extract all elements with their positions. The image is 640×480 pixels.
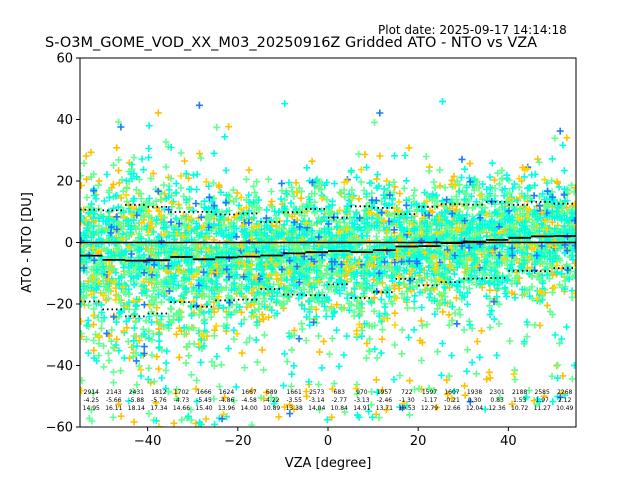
- bin-count-label: 970: [356, 389, 368, 396]
- plot-date-label: Plot date: 2025-09-17 14:14:18: [378, 23, 567, 37]
- y-tick-label: −60: [46, 421, 73, 436]
- bin-std-label: 12.36: [488, 405, 505, 412]
- bin-count-label: 2585: [535, 389, 550, 396]
- bin-count-label: 1957: [377, 389, 392, 396]
- bin-std-label: 14.95: [83, 405, 100, 412]
- bin-count-label: 2143: [106, 389, 121, 396]
- bin-std-label: 13.96: [218, 405, 235, 412]
- x-tick-label: −40: [134, 434, 161, 449]
- bin-mean-label: -2.77: [332, 397, 348, 404]
- y-tick-label: 60: [56, 52, 73, 67]
- bin-count-label: 1661: [287, 389, 302, 396]
- bin-mean-label: -5.88: [129, 397, 145, 404]
- bin-mean-label: 1.53: [513, 397, 527, 404]
- bin-count-label: 2301: [489, 389, 504, 396]
- bin-std-label: 13.38: [286, 405, 303, 412]
- bin-std-label: 10.84: [331, 405, 348, 412]
- bin-std-label: 10.72: [511, 405, 528, 412]
- bin-count-label: 2268: [557, 389, 572, 396]
- bin-count-label: 2573: [309, 389, 324, 396]
- bin-count-label: 689: [266, 389, 278, 396]
- bin-count-label: 2188: [512, 389, 527, 396]
- bin-std-label: 14.00: [240, 405, 257, 412]
- bin-std-label: 12.66: [443, 405, 460, 412]
- bin-mean-label: -0.21: [444, 397, 460, 404]
- bin-mean-label: -5.66: [106, 397, 122, 404]
- bin-mean-label: -5.76: [151, 397, 167, 404]
- y-tick-label: −40: [46, 359, 73, 374]
- bin-count-label: 1624: [219, 389, 234, 396]
- x-tick-label: −20: [224, 434, 251, 449]
- bin-std-label: 14.91: [353, 405, 370, 412]
- bin-std-label: 13.71: [376, 405, 393, 412]
- bin-mean-label: 0.30: [468, 397, 482, 404]
- bin-std-label: 18.14: [128, 405, 145, 412]
- y-tick-label: 20: [56, 175, 73, 190]
- bin-count-label: 722: [401, 389, 413, 396]
- y-tick-label: 0: [65, 236, 73, 251]
- bin-count-label: 1938: [467, 389, 482, 396]
- bin-count-label: 2431: [129, 389, 144, 396]
- bin-std-label: 16.11: [105, 405, 122, 412]
- bin-count-label: 1607: [444, 389, 459, 396]
- x-tick-label: 20: [410, 434, 427, 449]
- bin-mean-label: -1.30: [399, 397, 415, 404]
- bin-std-label: 10.49: [556, 405, 573, 412]
- bin-mean-label: -5.45: [196, 397, 212, 404]
- bin-std-label: 10.89: [263, 405, 280, 412]
- bin-count-label: 1667: [241, 389, 256, 396]
- bin-std-label: 10.53: [398, 405, 415, 412]
- bin-mean-label: -4.22: [264, 397, 280, 404]
- bin-count-label: 2914: [84, 389, 99, 396]
- y-tick-label: −20: [46, 298, 73, 313]
- bin-std-label: 14.66: [173, 405, 190, 412]
- bin-mean-label: -3.55: [286, 397, 302, 404]
- bin-std-label: 15.40: [195, 405, 212, 412]
- bin-mean-label: -3.14: [309, 397, 325, 404]
- bin-count-label: 683: [334, 389, 346, 396]
- bin-count-label: 1812: [151, 389, 166, 396]
- bin-std-label: 14.04: [308, 405, 325, 412]
- points-layer: [80, 97, 576, 427]
- bin-std-label: 12.04: [466, 405, 483, 412]
- bin-mean-label: -1.17: [422, 397, 438, 404]
- bin-mean-label: 1.97: [536, 397, 550, 404]
- x-axis-label: VZA [degree]: [285, 456, 372, 471]
- bin-std-label: 12.79: [421, 405, 438, 412]
- chart-title: S-O3M_GOME_VOD_XX_M03_20250916Z Gridded …: [45, 35, 538, 51]
- scatter-points-5: [80, 165, 576, 427]
- bin-mean-label: -3.13: [354, 397, 370, 404]
- mean-line: [80, 235, 576, 262]
- bin-mean-label: 2.12: [558, 397, 572, 404]
- y-tick-label: 40: [56, 113, 73, 128]
- y-axis-label: ATO - NTO [DU]: [20, 192, 35, 293]
- bin-std-label: 17.34: [150, 405, 167, 412]
- bin-mean-label: -2.46: [377, 397, 393, 404]
- x-tick-label: 0: [324, 434, 332, 449]
- axes-layer: −40 −20 0 20 40 −60 −40 −20 0 20 40 60: [46, 52, 517, 450]
- bin-count-label: 1666: [196, 389, 211, 396]
- bin-std-label: 11.27: [534, 405, 551, 412]
- bin-mean-label: 0.83: [490, 397, 504, 404]
- scatter-points-4: [80, 101, 576, 423]
- bin-mean-label: -4.73: [174, 397, 190, 404]
- bin-mean-label: -4.86: [219, 397, 235, 404]
- bin-count-label: 1702: [174, 389, 189, 396]
- lines-layer: [80, 200, 576, 318]
- bin-mean-label: -4.25: [84, 397, 100, 404]
- x-tick-label: 40: [500, 434, 517, 449]
- bin-mean-label: -4.58: [241, 397, 257, 404]
- bin-count-label: 1597: [422, 389, 437, 396]
